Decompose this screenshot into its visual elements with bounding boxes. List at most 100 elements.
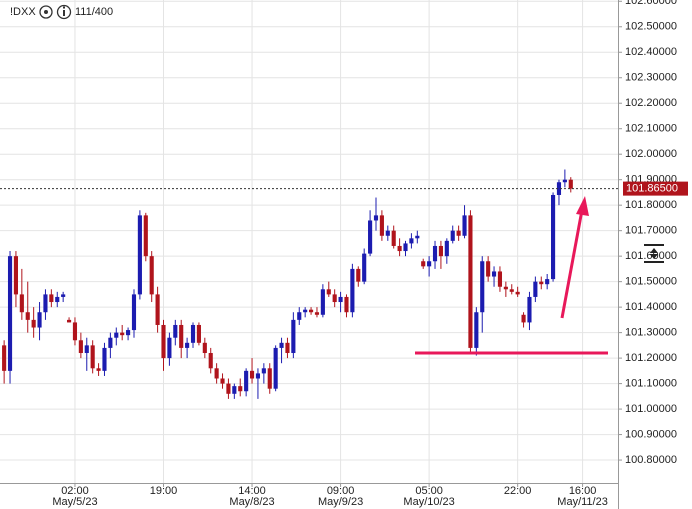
candle-body (444, 240, 449, 257)
candle-body (332, 294, 337, 303)
y-tick-label: 102.20000 (625, 97, 677, 109)
candle-body (108, 337, 113, 348)
candle-body (320, 289, 325, 315)
y-tick-label: 102.40000 (625, 46, 677, 58)
candle-body (232, 386, 237, 394)
candle-body (562, 179, 567, 183)
candle-body (432, 245, 438, 262)
candle-body (368, 220, 373, 254)
bar-count: 111/400 (75, 6, 113, 18)
candle-body (486, 261, 491, 277)
candle-body (149, 256, 154, 295)
x-tick-label: 19:00 (150, 485, 178, 497)
candle-body (13, 256, 19, 295)
x-date-label: May/10/23 (403, 496, 454, 508)
candle-body (37, 312, 42, 328)
y-tick-label: 102.60000 (625, 0, 677, 7)
candle-body (267, 368, 272, 389)
scale-handle[interactable] (644, 244, 664, 263)
candle-body (137, 215, 142, 295)
visibility-icon[interactable] (39, 5, 53, 19)
candle-body (462, 215, 467, 236)
candle-body (220, 378, 225, 384)
candle-body (350, 268, 355, 313)
candle-body (409, 238, 414, 244)
candle-body (385, 230, 390, 236)
candle-body (480, 261, 485, 313)
candle-body (208, 353, 213, 369)
candle-body (285, 342, 290, 354)
x-tick-label: 05:00 (415, 485, 443, 497)
candle-body (297, 312, 302, 320)
y-tick-label: 100.80000 (625, 454, 677, 466)
candle-body (427, 261, 432, 267)
last-price-label: 101.86500 (626, 183, 678, 195)
candle-body (291, 319, 296, 354)
candle-body (2, 345, 7, 371)
candle-body (503, 286, 508, 290)
candle-body (155, 294, 160, 325)
candle-body (314, 312, 320, 315)
candle-body (214, 368, 219, 379)
candle-body (438, 245, 443, 257)
candle-body (326, 289, 331, 295)
candle-body (173, 324, 178, 338)
x-tick-label: 02:00 (61, 485, 89, 497)
candle-body (25, 312, 30, 320)
candle-body (527, 296, 532, 323)
y-tick-label: 101.30000 (625, 327, 677, 339)
candle-body (456, 230, 461, 236)
x-tick-label: 09:00 (327, 485, 355, 497)
candle-body (255, 373, 261, 379)
candle-body (551, 194, 556, 280)
candle-body (238, 386, 243, 392)
candle-body (403, 243, 408, 252)
candle-body (66, 319, 72, 323)
candle-body (391, 230, 396, 246)
candle-body (545, 279, 550, 285)
y-tick-label: 101.70000 (625, 225, 677, 237)
candle-body (55, 296, 60, 303)
candle-body (421, 261, 426, 267)
candle-body (303, 309, 308, 313)
last-price-box (623, 181, 688, 196)
info-icon[interactable] (56, 4, 72, 20)
y-tick-label: 101.10000 (625, 378, 677, 390)
candle-body (491, 271, 497, 277)
candle-body (509, 289, 514, 292)
candle-body (49, 294, 54, 303)
x-tick-label: 22:00 (504, 485, 532, 497)
x-date-label: May/11/23 (557, 496, 608, 508)
candle-body (131, 294, 137, 331)
grid (0, 0, 618, 483)
candle-body (31, 319, 36, 328)
candle-body (450, 230, 455, 241)
candle-body (515, 291, 520, 295)
candle-body (533, 281, 538, 297)
candle-body (279, 342, 284, 348)
x-tick-label: 14:00 (238, 485, 266, 497)
y-tick-label: 102.50000 (625, 21, 677, 33)
x-date-label: May/5/23 (52, 496, 97, 508)
candle-body (143, 215, 148, 257)
candle-body (90, 345, 95, 369)
y-tick-label: 101.60000 (625, 250, 677, 262)
y-tick-label: 101.40000 (625, 301, 677, 313)
y-tick-label: 101.00000 (625, 403, 677, 415)
y-tick-label: 100.90000 (625, 428, 677, 440)
candle-body (497, 271, 503, 287)
x-tick-label: 16:00 (569, 485, 597, 497)
candle-body (568, 179, 573, 189)
candle-body (43, 294, 48, 313)
candle-body (556, 182, 562, 195)
candle-body (72, 322, 78, 341)
candle-body (273, 347, 278, 389)
candle-body (78, 340, 83, 354)
y-tick-label: 102.00000 (625, 148, 677, 160)
candle-body (120, 332, 125, 336)
x-date-label: May/9/23 (318, 496, 363, 508)
candle-body (61, 294, 66, 297)
candle-body (244, 370, 249, 392)
y-tick-label: 102.30000 (625, 72, 677, 84)
candle-body (196, 324, 201, 343)
